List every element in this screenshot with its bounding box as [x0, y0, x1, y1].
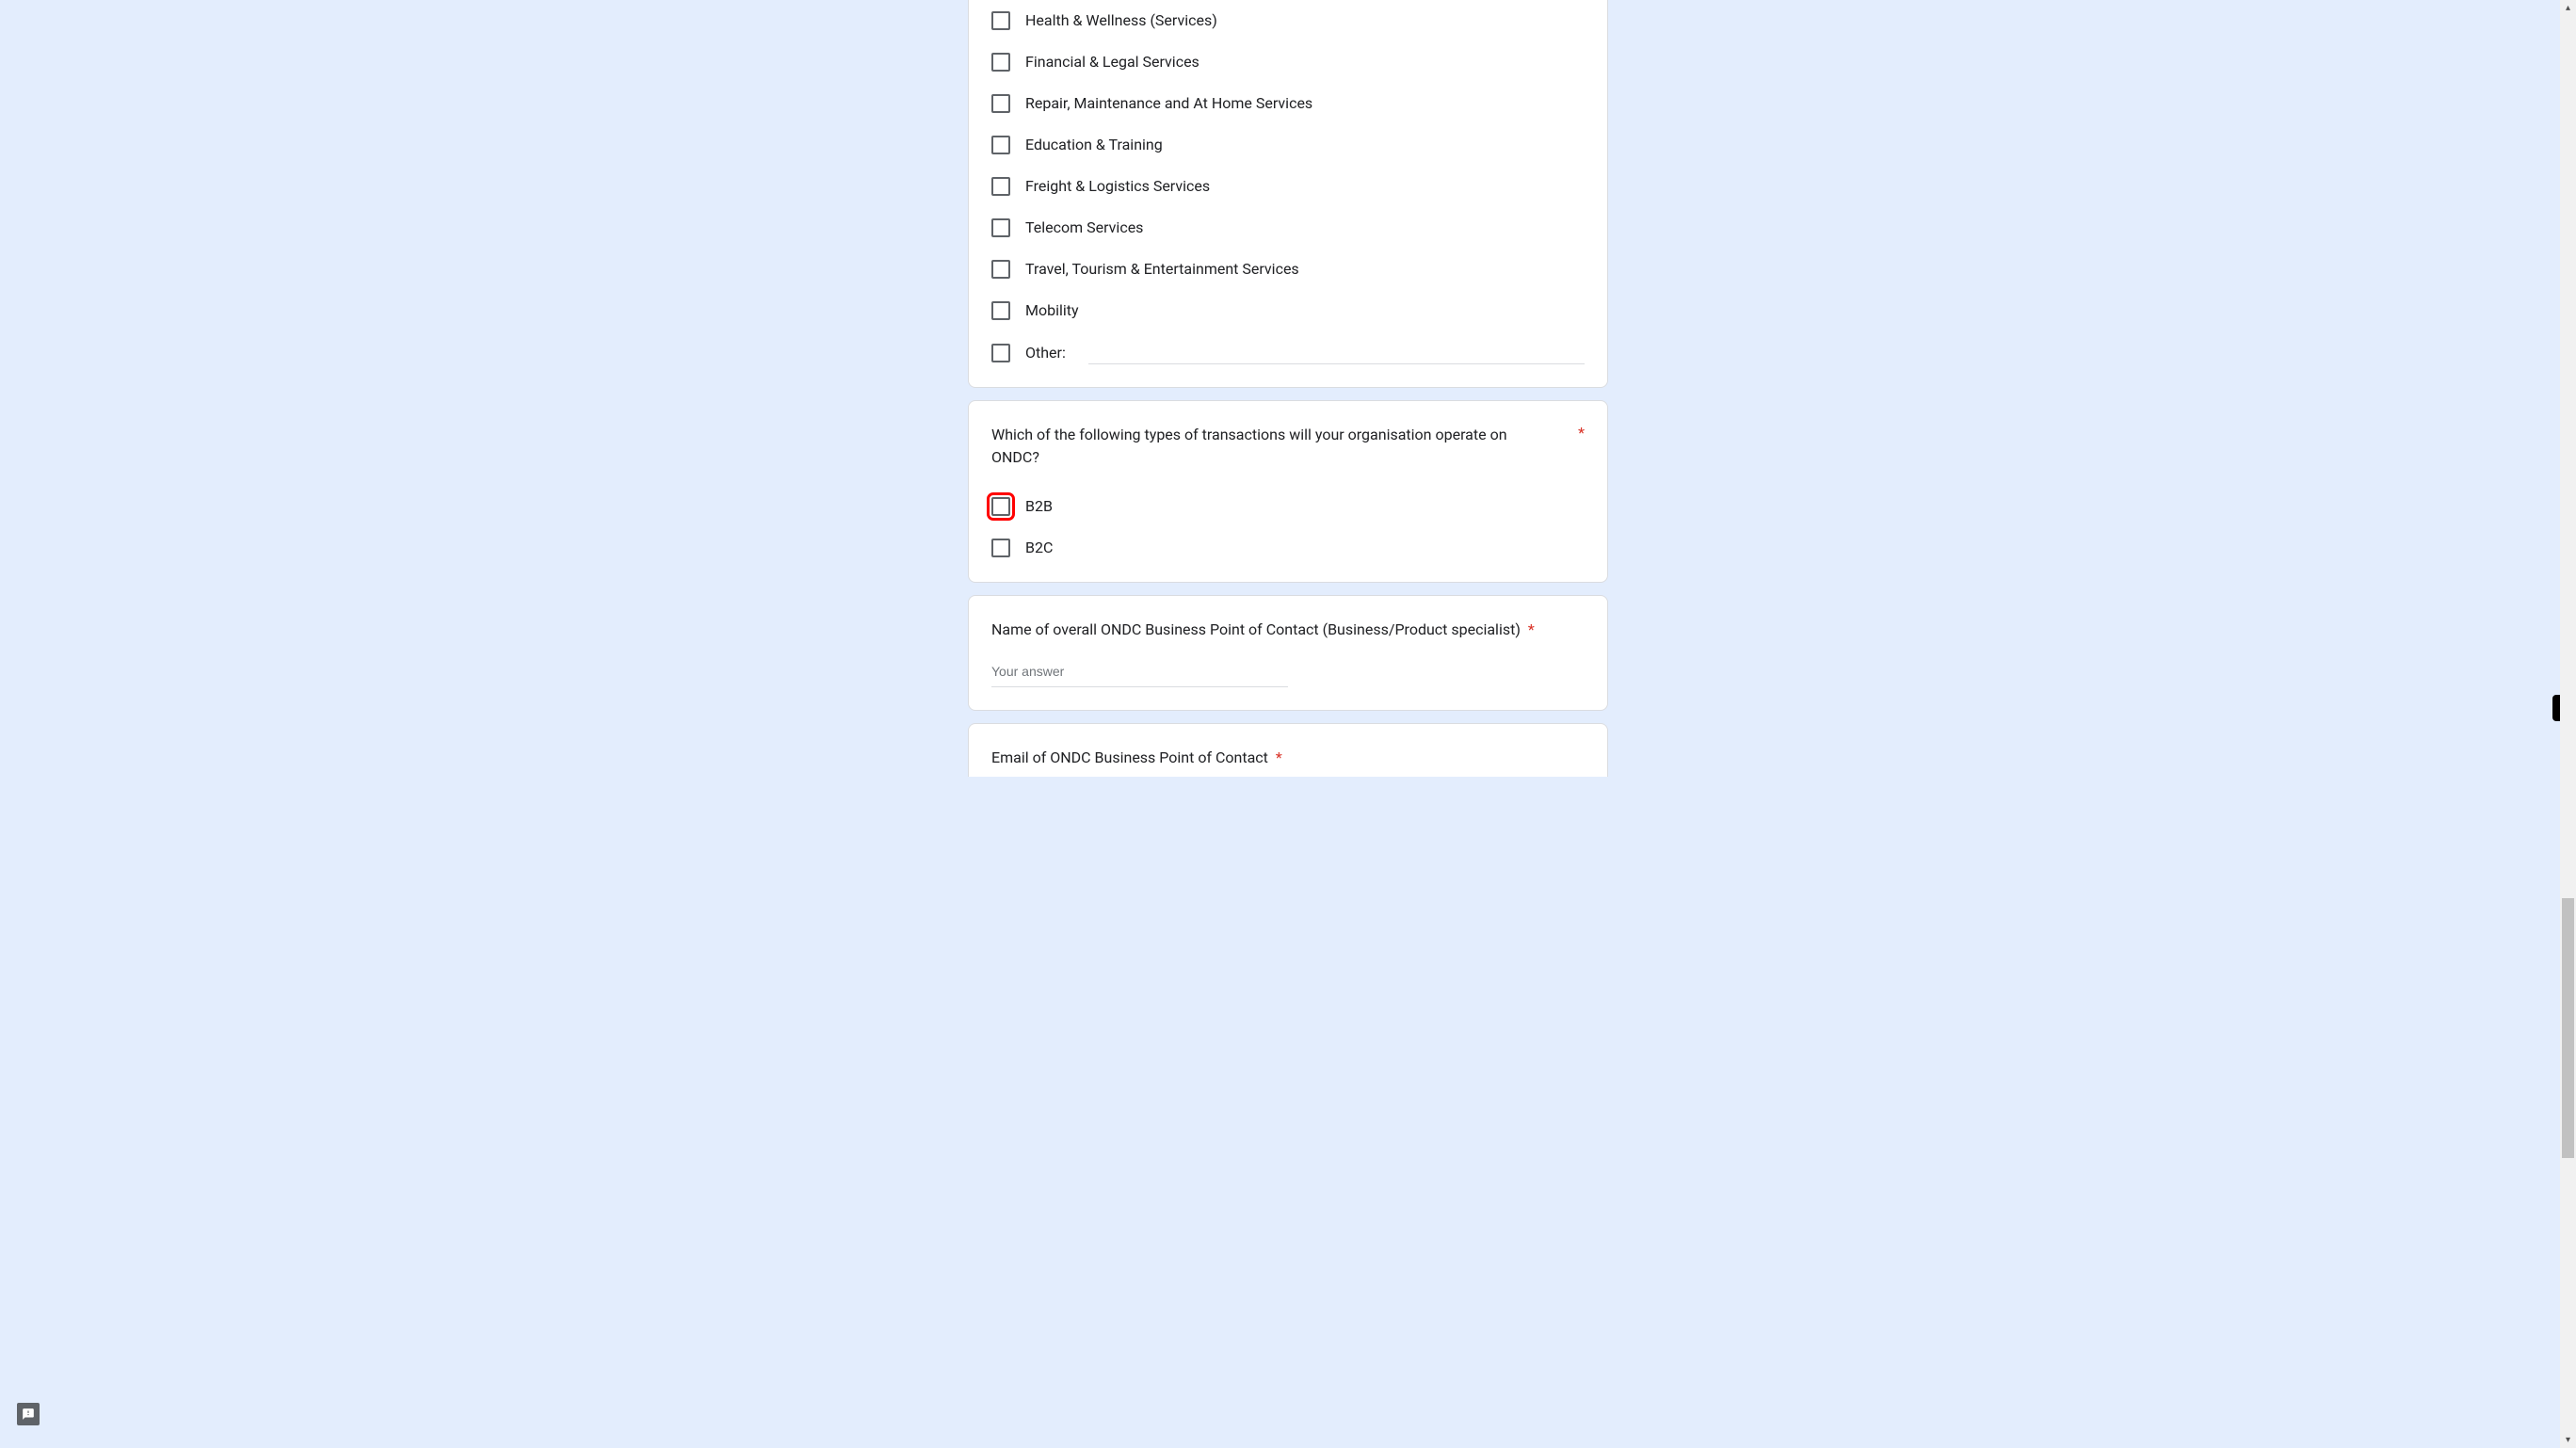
- form-container: Health & Wellness (Services) Financial &…: [968, 0, 1608, 777]
- question-header-transactions: Which of the following types of transact…: [991, 424, 1585, 469]
- other-input[interactable]: [1088, 341, 1585, 364]
- feedback-icon: [22, 1408, 35, 1421]
- checkbox-travel[interactable]: [991, 260, 1010, 279]
- checkbox-label-mobility: Mobility: [1025, 299, 1079, 322]
- checkbox-group-categories: Health & Wellness (Services) Financial &…: [991, 9, 1585, 364]
- scroll-arrow-up[interactable]: ▴: [2560, 0, 2576, 16]
- required-asterisk-email: *: [1276, 748, 1282, 766]
- input-section-contact: [991, 656, 1585, 687]
- checkbox-label-other: Other:: [1025, 342, 1066, 364]
- checkbox-label-telecom: Telecom Services: [1025, 217, 1143, 239]
- checkbox-other[interactable]: [991, 344, 1010, 362]
- scrollbar-thumb[interactable]: [2562, 898, 2574, 1159]
- question-text-email-inner: Email of ONDC Business Point of Contact: [991, 748, 1268, 766]
- checkbox-repair[interactable]: [991, 94, 1010, 113]
- checkbox-telecom[interactable]: [991, 218, 1010, 237]
- checkbox-label-health: Health & Wellness (Services): [1025, 9, 1217, 32]
- scroll-arrow-down[interactable]: ▾: [2560, 1432, 2576, 1448]
- checkbox-label-b2c: B2C: [1025, 537, 1053, 559]
- checkbox-item-telecom: Telecom Services: [991, 217, 1585, 239]
- checkbox-item-other: Other:: [991, 341, 1585, 364]
- checkbox-item-mobility: Mobility: [991, 299, 1585, 322]
- question-header-email: Email of ONDC Business Point of Contact …: [991, 747, 1585, 769]
- checkbox-mobility[interactable]: [991, 301, 1010, 320]
- feedback-button[interactable]: [17, 1403, 40, 1425]
- required-asterisk-inline: *: [1528, 620, 1535, 638]
- question-card-email: Email of ONDC Business Point of Contact …: [968, 723, 1608, 777]
- question-card-categories: Health & Wellness (Services) Financial &…: [968, 0, 1608, 388]
- checkbox-item-freight: Freight & Logistics Services: [991, 175, 1585, 198]
- question-header-contact: Name of overall ONDC Business Point of C…: [991, 619, 1585, 641]
- checkbox-education[interactable]: [991, 136, 1010, 154]
- checkbox-label-travel: Travel, Tourism & Entertainment Services: [1025, 258, 1299, 281]
- question-text-contact-inner: Name of overall ONDC Business Point of C…: [991, 620, 1521, 638]
- scrollbar-track[interactable]: ▴ ▾: [2560, 0, 2576, 1448]
- checkbox-item-education: Education & Training: [991, 134, 1585, 156]
- checkbox-label-financial: Financial & Legal Services: [1025, 51, 1199, 73]
- side-indicator: [2552, 695, 2560, 721]
- question-card-contact-name: Name of overall ONDC Business Point of C…: [968, 595, 1608, 711]
- checkbox-item-b2c: B2C: [991, 537, 1585, 559]
- question-card-transactions: Which of the following types of transact…: [968, 400, 1608, 583]
- checkbox-label-education: Education & Training: [1025, 134, 1163, 156]
- checkbox-label-freight: Freight & Logistics Services: [1025, 175, 1210, 198]
- checkbox-group-transactions: B2B B2C: [991, 495, 1585, 559]
- question-text-transactions: Which of the following types of transact…: [991, 424, 1574, 469]
- contact-name-input[interactable]: [991, 656, 1288, 687]
- checkbox-health[interactable]: [991, 11, 1010, 30]
- checkbox-item-health: Health & Wellness (Services): [991, 9, 1585, 32]
- checkbox-item-financial: Financial & Legal Services: [991, 51, 1585, 73]
- checkbox-financial[interactable]: [991, 53, 1010, 72]
- checkbox-b2c[interactable]: [991, 539, 1010, 557]
- checkbox-item-travel: Travel, Tourism & Entertainment Services: [991, 258, 1585, 281]
- required-asterisk: *: [1578, 424, 1585, 442]
- checkbox-label-b2b: B2B: [1025, 495, 1053, 518]
- question-text-email: Email of ONDC Business Point of Contact …: [991, 747, 1585, 769]
- checkbox-freight[interactable]: [991, 177, 1010, 196]
- checkbox-b2b[interactable]: [991, 497, 1010, 516]
- question-text-contact: Name of overall ONDC Business Point of C…: [991, 619, 1585, 641]
- checkbox-label-repair: Repair, Maintenance and At Home Services: [1025, 92, 1312, 115]
- checkbox-item-b2b: B2B: [991, 495, 1585, 518]
- checkbox-item-repair: Repair, Maintenance and At Home Services: [991, 92, 1585, 115]
